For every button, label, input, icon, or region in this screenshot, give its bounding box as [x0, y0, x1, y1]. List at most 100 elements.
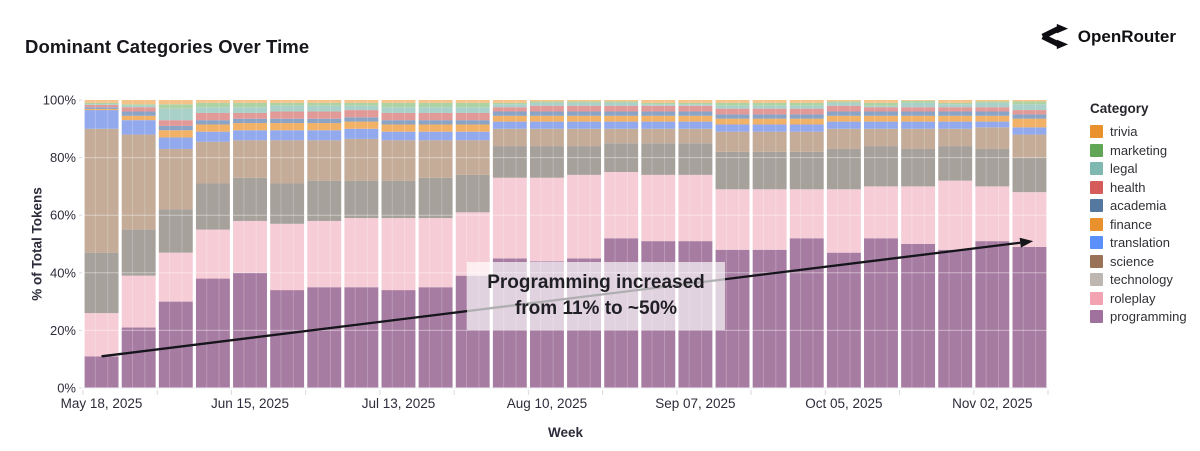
bar-segment-roleplay: [826, 189, 861, 253]
bar-segment-technology: [455, 174, 490, 213]
legend-swatch-science: [1090, 254, 1103, 268]
bar-segment-technology: [195, 183, 230, 230]
bar-segment-translation: [604, 121, 639, 129]
y-axis-title: % of Total Tokens: [29, 187, 45, 301]
bar-segment-marketing: [901, 100, 936, 103]
bar-segment-health: [344, 110, 379, 118]
bar-segment-trivia: [567, 100, 602, 102]
bar-segment-marketing: [455, 102, 490, 108]
bar-segment-science: [604, 128, 639, 144]
bar-segment-health: [418, 112, 453, 121]
bar-segment-trivia: [455, 100, 490, 103]
bar-segment-trivia: [307, 100, 342, 103]
bar-segment-trivia: [344, 100, 379, 103]
legend-swatch-translation: [1090, 236, 1103, 249]
bar-segment-academia: [901, 111, 936, 116]
legend-label: programming: [1110, 309, 1187, 324]
bar-segment-roleplay: [492, 177, 527, 259]
bar-segment-marketing: [492, 102, 527, 105]
bar-segment-programming: [381, 290, 416, 388]
bar-segment-technology: [752, 151, 787, 190]
bar-segment-programming: [344, 287, 379, 388]
bar-segment-science: [233, 140, 267, 178]
legend-swatch-legal: [1090, 162, 1103, 175]
bar-segment-marketing: [864, 102, 898, 106]
bar-segment-trivia: [270, 100, 305, 103]
bar-segment-academia: [84, 107, 119, 109]
bar-segment-technology: [158, 209, 193, 253]
trend-arrow-head: [1019, 237, 1034, 248]
bar-segment-marketing: [307, 102, 342, 106]
bar-segment-translation: [1012, 127, 1047, 135]
bar-segment-academia: [455, 120, 490, 125]
bar-segment-science: [158, 148, 193, 210]
bar-segment-translation: [84, 110, 119, 129]
bar-segment-academia: [567, 111, 602, 116]
bar-segment-academia: [715, 114, 750, 119]
bar-segment-trivia: [604, 100, 639, 102]
bar-segment-health: [121, 107, 156, 112]
bar-segment-science: [752, 131, 787, 152]
bar-segment-finance: [901, 115, 936, 122]
legend-item-trivia: trivia: [1090, 125, 1198, 138]
bar-segment-science: [492, 128, 527, 147]
bar-segment-technology: [121, 229, 156, 276]
bar-segment-science: [901, 128, 936, 149]
bar-segment-technology: [864, 146, 898, 187]
bar-segment-technology: [641, 143, 676, 175]
bar-segment-legal: [567, 102, 602, 106]
bar-segment-trivia: [1012, 100, 1047, 102]
bar-segment-trivia: [641, 100, 676, 103]
bar-segment-trivia: [826, 100, 861, 102]
annotation-line-1: Programming increased: [487, 272, 705, 293]
bar-segment-academia: [938, 111, 973, 116]
bar-segment-marketing: [121, 104, 156, 106]
bar-segment-translation: [233, 130, 267, 141]
bar-segment-finance: [789, 118, 824, 125]
legend-swatch-health: [1090, 180, 1103, 194]
bar-segment-legal: [418, 107, 453, 113]
bar-segment-marketing: [529, 101, 564, 103]
bar-segment-finance: [492, 115, 527, 122]
bar-segment-health: [84, 104, 119, 108]
bar-segment-technology: [826, 148, 861, 190]
bar-segment-marketing: [158, 104, 193, 109]
bar-segment-programming: [307, 287, 342, 388]
bar-segment-academia: [307, 118, 342, 124]
x-tick-label: Aug 10, 2025: [507, 396, 587, 411]
bar-segment-academia: [604, 111, 639, 116]
legend-swatch-roleplay: [1090, 291, 1103, 305]
bar-segment-academia: [344, 117, 379, 122]
legend-swatch-marketing: [1090, 143, 1103, 157]
bar-segment-technology: [492, 146, 527, 178]
bar-segment-finance: [455, 124, 490, 132]
bar-segment-roleplay: [975, 186, 1010, 242]
bar-segment-trivia: [492, 100, 527, 103]
x-tick-label: Oct 05, 2025: [805, 396, 882, 411]
bar-segment-programming: [901, 244, 936, 388]
bar-segment-roleplay: [752, 189, 787, 250]
bar-segment-marketing: [678, 102, 713, 105]
bar-segment-translation: [826, 121, 861, 129]
bar-segment-marketing: [84, 102, 119, 105]
bar-segment-marketing: [789, 102, 824, 106]
bar-segment-roleplay: [901, 186, 936, 244]
bar-segment-roleplay: [84, 313, 119, 357]
bar-segment-roleplay: [678, 174, 713, 242]
bar-segment-programming: [1012, 246, 1047, 388]
bar-segment-roleplay: [195, 229, 230, 279]
legend-swatch-trivia: [1090, 125, 1103, 138]
legend-item-legal: legal: [1090, 162, 1198, 175]
bar-segment-technology: [344, 180, 379, 219]
annotation-line-2: from 11% to ~50%: [514, 298, 678, 319]
bar-segment-science: [344, 138, 379, 181]
bar-segment-finance: [1012, 118, 1047, 128]
bar-segment-trivia: [195, 100, 230, 103]
y-tick-label: 60%: [50, 208, 76, 223]
bar-segment-science: [270, 140, 305, 184]
bar-segment-science: [418, 140, 453, 178]
bar-segment-academia: [270, 118, 305, 124]
bar-segment-science: [307, 140, 342, 181]
bar-segment-translation: [270, 130, 305, 141]
bar-segment-health: [938, 107, 973, 112]
